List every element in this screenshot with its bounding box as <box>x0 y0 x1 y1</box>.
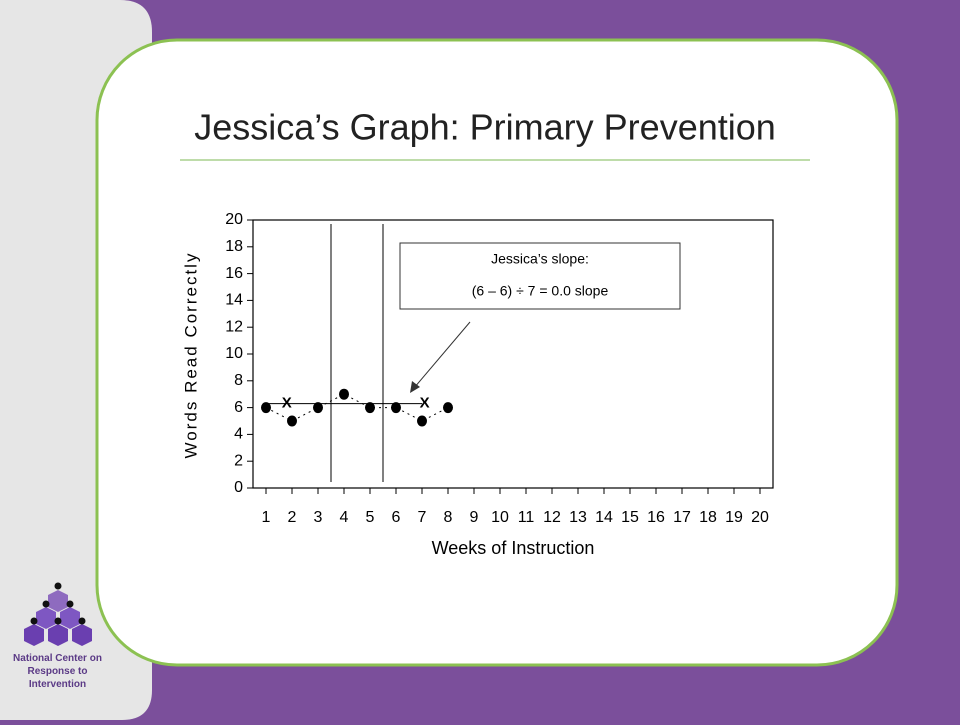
y-tick-label: 0 <box>234 479 243 496</box>
logo-box: National Center on Response to Intervent… <box>13 653 102 690</box>
chart-title: Jessica’s Graph: Primary Prevention <box>194 107 776 148</box>
annotation-line: (6 – 6) ÷ 7 = 0.0 slope <box>472 283 609 299</box>
x-tick-label: 1 <box>262 509 271 526</box>
y-tick-label: 18 <box>225 238 243 255</box>
x-tick-label: 17 <box>673 509 691 526</box>
y-axis-label: Words Read Correctly <box>181 252 200 459</box>
arrow-head <box>410 381 420 393</box>
logo-icon <box>24 582 92 646</box>
x-tick-label: 20 <box>751 509 769 526</box>
x-tick-label: 9 <box>470 509 479 526</box>
x-tick-label: 14 <box>595 509 613 526</box>
data-point <box>391 402 401 414</box>
annotation-line: Jessica’s slope: <box>491 251 589 267</box>
y-tick-label: 6 <box>234 399 243 416</box>
x-tick-label: 13 <box>569 509 587 526</box>
data-point <box>287 415 297 427</box>
x-tick-label: 5 <box>366 509 375 526</box>
x-tick-label: 18 <box>699 509 717 526</box>
annotation-arrow <box>413 321 471 389</box>
annotation-box <box>399 242 681 310</box>
data-point <box>417 415 427 427</box>
y-tick-label: 8 <box>234 372 243 389</box>
x-tick-label: 4 <box>340 509 349 526</box>
x-tick-label: 15 <box>621 509 639 526</box>
y-tick-label: 2 <box>234 452 243 469</box>
x-tick-label: 2 <box>288 509 297 526</box>
data-line <box>265 393 449 422</box>
x-tick-label: 10 <box>491 509 509 526</box>
trend-marker: X <box>282 395 292 412</box>
x-tick-label: 19 <box>725 509 743 526</box>
data-point <box>339 388 349 400</box>
y-tick-label: 16 <box>225 265 243 282</box>
data-point <box>443 402 453 414</box>
data-point <box>261 402 271 414</box>
x-tick-label: 11 <box>518 509 535 526</box>
x-tick-label: 6 <box>392 509 401 526</box>
y-tick-label: 20 <box>225 211 243 228</box>
data-point <box>365 402 375 414</box>
x-tick-label: 8 <box>444 509 453 526</box>
x-tick-label: 12 <box>543 509 561 526</box>
content-panel <box>95 38 899 667</box>
x-tick-label: 7 <box>418 509 427 526</box>
y-tick-label: 4 <box>234 426 243 443</box>
y-tick-label: 10 <box>225 345 243 362</box>
x-tick-label: 16 <box>647 509 665 526</box>
x-tick-label: 3 <box>314 509 323 526</box>
trend-marker: X <box>420 395 430 412</box>
y-tick-label: 12 <box>225 318 243 335</box>
data-point <box>313 402 323 414</box>
logo-text: National Center on Response to Intervent… <box>13 653 102 690</box>
x-axis-label: Weeks of Instruction <box>432 538 595 558</box>
y-tick-label: 14 <box>225 292 243 309</box>
